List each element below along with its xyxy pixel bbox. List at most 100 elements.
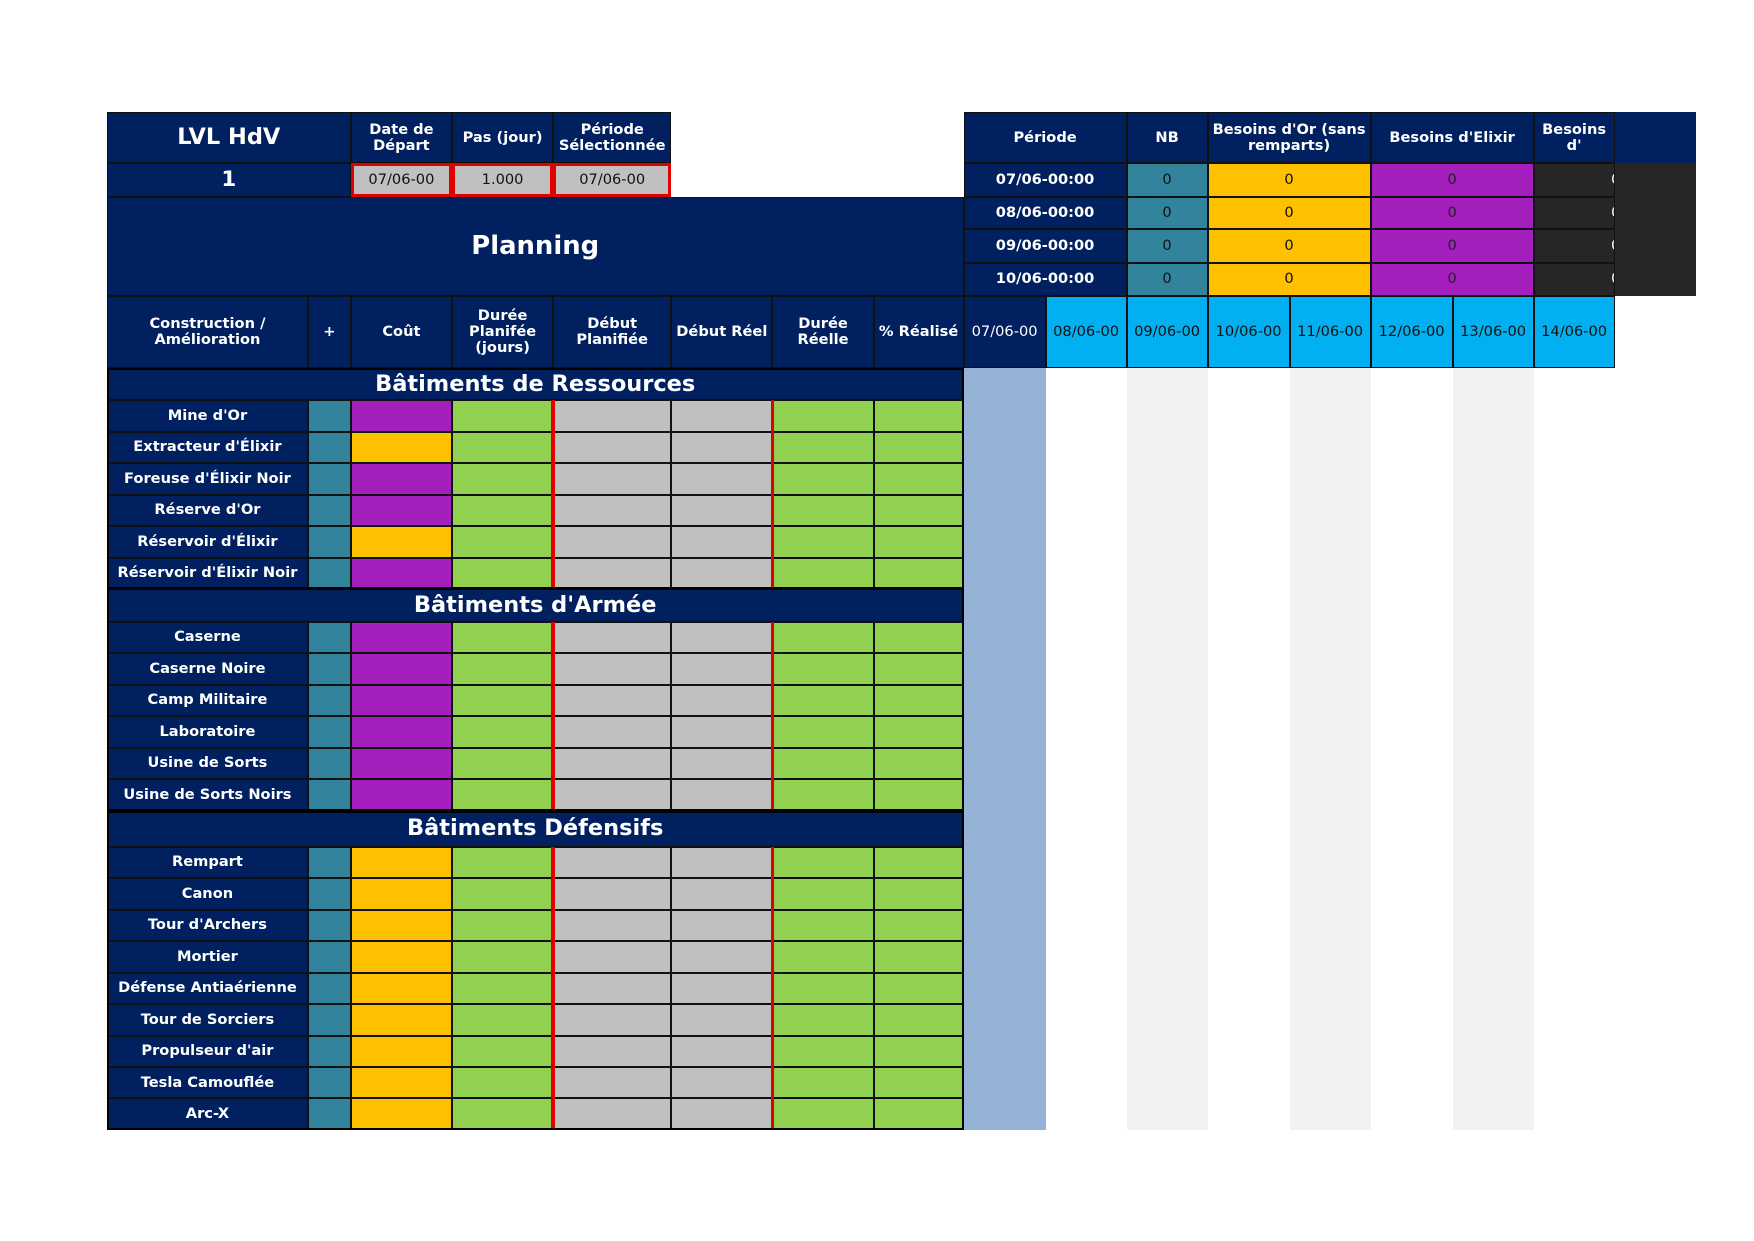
item-cell[interactable] bbox=[671, 684, 773, 717]
item-cell[interactable] bbox=[772, 400, 874, 432]
param-input[interactable]: 07/06-00 bbox=[350, 163, 452, 197]
item-cell[interactable] bbox=[308, 716, 351, 748]
item-cell[interactable] bbox=[451, 779, 554, 811]
item-cell[interactable] bbox=[308, 684, 351, 717]
item-cell[interactable] bbox=[308, 1035, 351, 1067]
item-cell[interactable] bbox=[671, 878, 773, 910]
item-cell[interactable] bbox=[671, 557, 773, 590]
item-cell[interactable] bbox=[553, 972, 672, 1005]
item-cell[interactable] bbox=[451, 526, 554, 558]
item-cell[interactable] bbox=[308, 878, 351, 910]
item-cell[interactable] bbox=[772, 526, 874, 558]
item-cell[interactable] bbox=[451, 463, 554, 495]
item-cell[interactable] bbox=[308, 621, 351, 654]
item-cell[interactable] bbox=[308, 400, 351, 432]
item-cell[interactable] bbox=[553, 1067, 672, 1099]
item-cell[interactable] bbox=[873, 716, 964, 748]
item-cell[interactable] bbox=[772, 972, 874, 1005]
item-cell[interactable] bbox=[308, 1098, 351, 1130]
item-cell[interactable] bbox=[873, 909, 964, 942]
item-cell[interactable] bbox=[308, 1004, 351, 1036]
item-cell[interactable] bbox=[873, 878, 964, 910]
item-cell[interactable] bbox=[873, 400, 964, 432]
item-cell[interactable] bbox=[308, 846, 351, 879]
item-cell[interactable] bbox=[553, 846, 672, 879]
item-cell[interactable] bbox=[873, 846, 964, 879]
item-cell[interactable] bbox=[772, 1098, 874, 1130]
item-cell[interactable] bbox=[671, 747, 773, 780]
item-cell[interactable] bbox=[451, 494, 554, 527]
item-cell[interactable] bbox=[553, 747, 672, 780]
item-cell[interactable] bbox=[873, 621, 964, 654]
item-cell[interactable] bbox=[772, 909, 874, 942]
item-cell[interactable] bbox=[308, 653, 351, 685]
item-cell[interactable] bbox=[873, 747, 964, 780]
item-cell[interactable] bbox=[671, 1035, 773, 1067]
item-cell[interactable] bbox=[308, 909, 351, 942]
item-cell[interactable] bbox=[873, 941, 964, 973]
item-cell[interactable] bbox=[671, 779, 773, 811]
item-cell[interactable] bbox=[772, 557, 874, 590]
item-cell[interactable] bbox=[451, 878, 554, 910]
item-cell[interactable] bbox=[451, 653, 554, 685]
item-cell[interactable] bbox=[772, 716, 874, 748]
item-cell[interactable] bbox=[671, 941, 773, 973]
item-cell[interactable] bbox=[451, 431, 554, 464]
item-cell[interactable] bbox=[553, 941, 672, 973]
item-cell[interactable] bbox=[671, 621, 773, 654]
item-cell[interactable] bbox=[671, 972, 773, 1005]
item-cell[interactable] bbox=[873, 494, 964, 527]
param-input[interactable]: 1.000 bbox=[451, 163, 554, 197]
item-cell[interactable] bbox=[671, 653, 773, 685]
item-cell[interactable] bbox=[671, 494, 773, 527]
item-cell[interactable] bbox=[451, 557, 554, 590]
item-cell[interactable] bbox=[772, 463, 874, 495]
item-cell[interactable] bbox=[873, 1004, 964, 1036]
item-cell[interactable] bbox=[451, 1035, 554, 1067]
item-cell[interactable] bbox=[451, 747, 554, 780]
item-cell[interactable] bbox=[671, 463, 773, 495]
item-cell[interactable] bbox=[772, 684, 874, 717]
item-cell[interactable] bbox=[873, 972, 964, 1005]
item-cell[interactable] bbox=[308, 526, 351, 558]
param-input[interactable]: 07/06-00 bbox=[553, 163, 672, 197]
item-cell[interactable] bbox=[451, 1067, 554, 1099]
item-cell[interactable] bbox=[308, 1067, 351, 1099]
item-cell[interactable] bbox=[772, 1035, 874, 1067]
item-cell[interactable] bbox=[873, 653, 964, 685]
item-cell[interactable] bbox=[772, 621, 874, 654]
item-cell[interactable] bbox=[671, 716, 773, 748]
item-cell[interactable] bbox=[451, 400, 554, 432]
item-cell[interactable] bbox=[308, 557, 351, 590]
item-cell[interactable] bbox=[308, 972, 351, 1005]
item-cell[interactable] bbox=[553, 400, 672, 432]
item-cell[interactable] bbox=[553, 526, 672, 558]
item-cell[interactable] bbox=[553, 653, 672, 685]
item-cell[interactable] bbox=[451, 1098, 554, 1130]
item-cell[interactable] bbox=[671, 909, 773, 942]
item-cell[interactable] bbox=[873, 526, 964, 558]
item-cell[interactable] bbox=[873, 1098, 964, 1130]
item-cell[interactable] bbox=[553, 621, 672, 654]
item-cell[interactable] bbox=[873, 463, 964, 495]
item-cell[interactable] bbox=[671, 1004, 773, 1036]
item-cell[interactable] bbox=[671, 846, 773, 879]
item-cell[interactable] bbox=[553, 1098, 672, 1130]
item-cell[interactable] bbox=[873, 431, 964, 464]
item-cell[interactable] bbox=[308, 941, 351, 973]
item-cell[interactable] bbox=[772, 653, 874, 685]
item-cell[interactable] bbox=[772, 747, 874, 780]
item-cell[interactable] bbox=[873, 1067, 964, 1099]
item-cell[interactable] bbox=[308, 494, 351, 527]
item-cell[interactable] bbox=[671, 526, 773, 558]
item-cell[interactable] bbox=[451, 846, 554, 879]
item-cell[interactable] bbox=[451, 909, 554, 942]
item-cell[interactable] bbox=[671, 431, 773, 464]
item-cell[interactable] bbox=[772, 1067, 874, 1099]
item-cell[interactable] bbox=[451, 621, 554, 654]
item-cell[interactable] bbox=[308, 779, 351, 811]
item-cell[interactable] bbox=[308, 463, 351, 495]
item-cell[interactable] bbox=[772, 941, 874, 973]
item-cell[interactable] bbox=[308, 747, 351, 780]
item-cell[interactable] bbox=[671, 400, 773, 432]
